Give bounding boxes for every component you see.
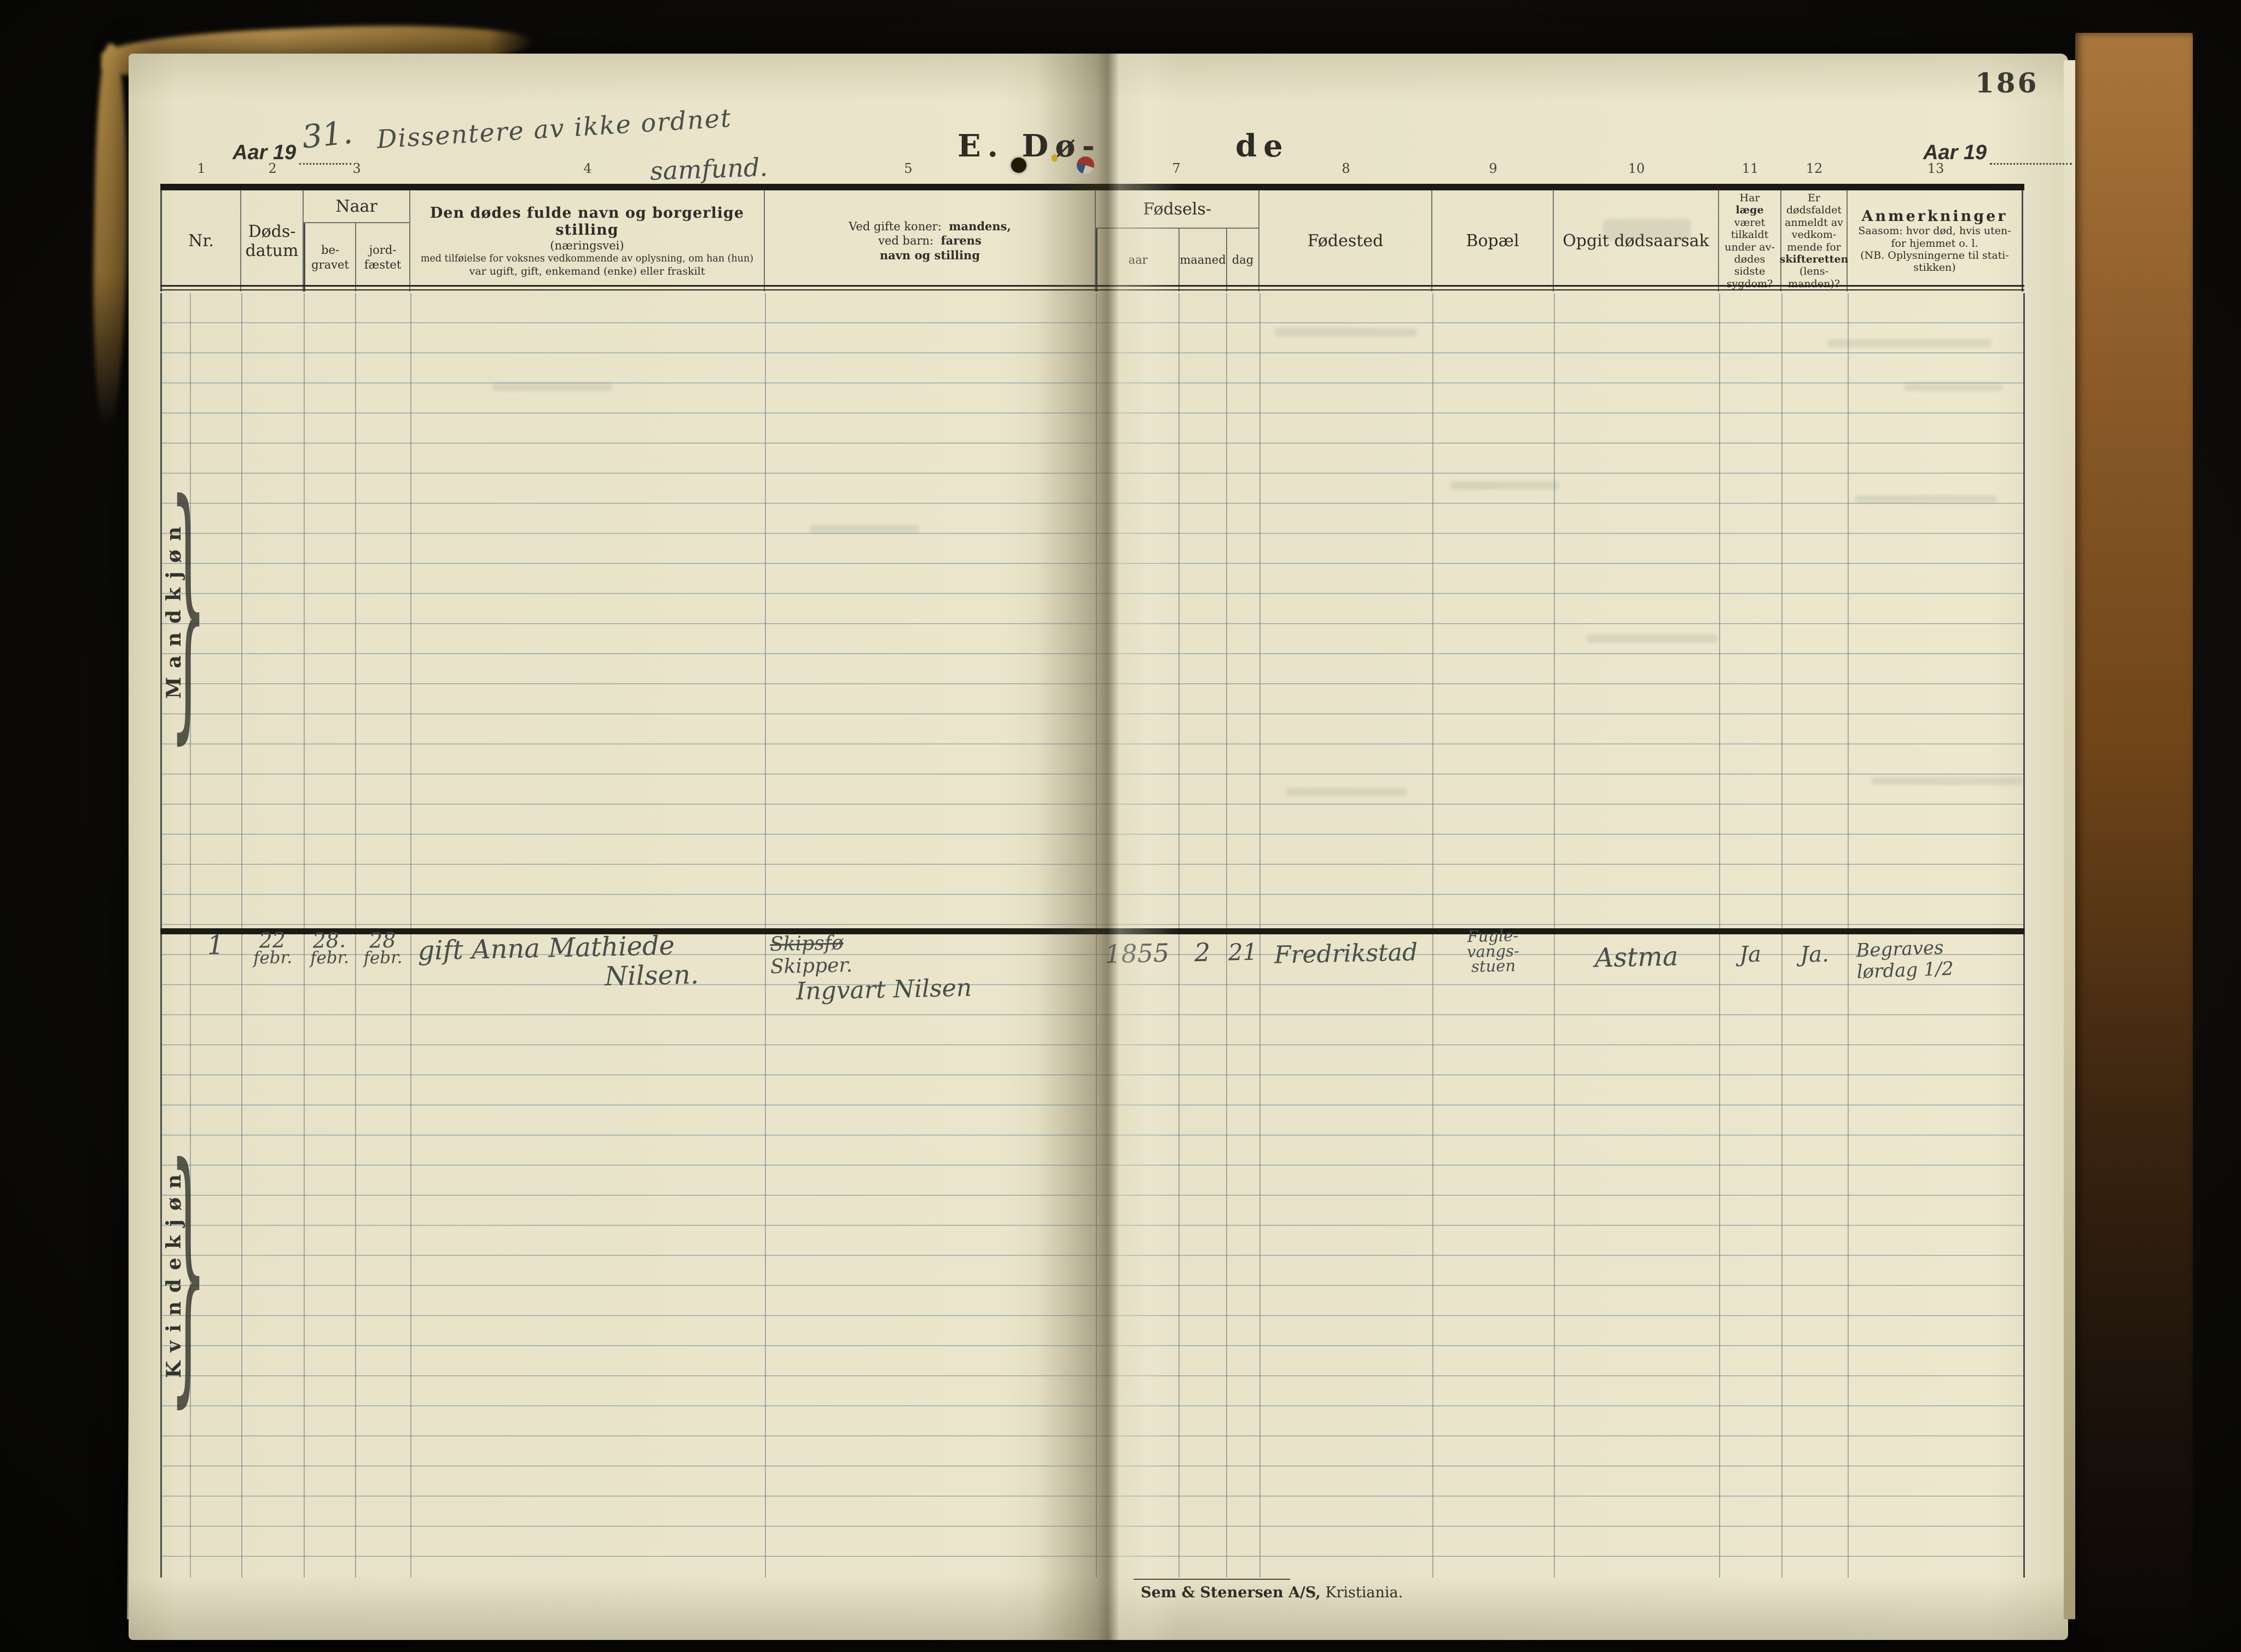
entry-nr: 1: [207, 929, 224, 961]
col-header-fodested: Fødested: [1259, 190, 1432, 292]
naar-label: Naar: [335, 196, 378, 216]
col-header-dodsaarsak: Opgit dødsaarsak: [1554, 190, 1719, 292]
section-divider: [160, 928, 2024, 934]
col-header-bopael: Bopæl: [1432, 190, 1554, 292]
page-number: 186: [1975, 67, 2039, 99]
entry-birth-day: 21: [1228, 938, 1258, 966]
col-header-skifteretten: Er dødsfaldet anmeldt av vedkom- mende f…: [1780, 190, 1848, 292]
col-header-laege: Har læge været tilkaldt under av- dødes …: [1719, 190, 1781, 292]
paper-speck: [1052, 154, 1058, 162]
printer-imprint: Sem & Stenersen A/S, Kristiania.: [1141, 1584, 1403, 1601]
col-header-naar-group: Naar be- gravet jord- fæstet: [304, 190, 410, 292]
year-dotted-line-left: [299, 163, 352, 165]
entry-jordfaestet: 28 febr.: [363, 928, 403, 968]
col-header-begravet: be- gravet: [304, 223, 355, 292]
entry-laege: Ja: [1739, 941, 1762, 968]
entry-begravet: 28. febr.: [310, 928, 350, 968]
col-header-navn: Den dødes fulde navn og borgerlige still…: [410, 190, 765, 292]
register-title-left: E. Dø-: [957, 128, 1101, 164]
table-header: Nr. Døds- datum Naar be- gravet jord- fæ…: [160, 184, 2024, 292]
page-edge-right: [2064, 60, 2076, 1619]
col-header-aar: aar: [1096, 229, 1178, 292]
year-label-left: Aar 19: [233, 141, 297, 164]
entry-husband: Skipsfø Skipper. Ingvart Nilsen: [769, 932, 972, 1006]
entry-skifterett: Ja.: [1799, 941, 1830, 968]
section-brace-male: }: [170, 447, 207, 769]
table-ruled-rows: [160, 293, 2024, 1578]
handwritten-annotation-line2: samfund.: [649, 152, 768, 186]
entry-anmerkninger: Begraves lørdag 1/2: [1855, 936, 1954, 984]
entry-birth-month: 2: [1194, 937, 1211, 968]
year-field-left: Aar 19: [233, 141, 352, 165]
handwritten-year: 31.: [300, 113, 355, 156]
col-header-dodsdatum: Døds- datum: [241, 190, 304, 292]
entry-dodsdatum: 22 febr.: [253, 928, 293, 968]
col-header-nr: Nr.: [160, 190, 241, 292]
col-header-maaned: maaned: [1178, 229, 1226, 292]
entry-fodested: Fredrikstad: [1274, 938, 1418, 969]
col-header-jordfaestet: jord- fæstet: [355, 223, 409, 292]
year-label-right: Aar 19: [1923, 141, 1987, 164]
col-header-fodsels-group: Fødsels- aar maaned dag: [1096, 190, 1259, 292]
fodsels-label: Fødsels-: [1143, 199, 1211, 219]
register-title-right: de: [1235, 128, 1290, 164]
entry-bopael: Fugle- vangs- stuen: [1466, 926, 1520, 976]
year-field-right: Aar 19: [1923, 141, 2072, 165]
binding-hole-thread: [1077, 156, 1094, 174]
leather-cover-right: [2075, 33, 2193, 1638]
col-header-anmerkninger: Anmerkninger Saasom: hvor død, hvis uten…: [1848, 190, 2023, 292]
binding-hole-dark: [1011, 158, 1026, 173]
header-bottom-rule: [160, 285, 2024, 290]
entry-name: gift Anna Mathiede Nilsen.: [417, 930, 699, 992]
entry-dodsaarsak: Astma: [1594, 941, 1679, 974]
imprint-rule: [1134, 1579, 1290, 1580]
section-brace-female: }: [170, 1111, 207, 1433]
col-header-mandens: Ved gifte koner: mandens, ved barn: fare…: [765, 190, 1096, 292]
entry-birth-year: 1855: [1105, 938, 1170, 969]
torn-page-edge-left: [90, 43, 131, 427]
year-dotted-line-right: [1990, 163, 2072, 165]
col-header-dag: dag: [1226, 229, 1258, 292]
